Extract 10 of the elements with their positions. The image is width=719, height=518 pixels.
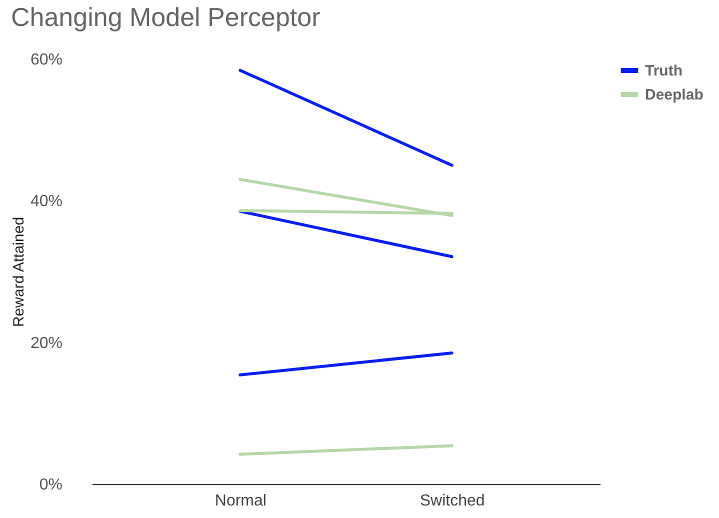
legend-label: Truth bbox=[645, 62, 682, 80]
x-tick-label: Normal bbox=[214, 492, 266, 510]
chart-title: Changing Model Perceptor bbox=[10, 2, 321, 32]
y-tick-label: 40% bbox=[30, 193, 62, 210]
legend-label: Deeplab bbox=[645, 86, 704, 104]
x-tick-label: Switched bbox=[420, 492, 485, 510]
y-axis-title: Reward Attained bbox=[10, 216, 28, 328]
y-tick-label: 0% bbox=[39, 476, 62, 494]
y-tick-label: 20% bbox=[30, 334, 62, 352]
y-tick-label: 60% bbox=[30, 52, 62, 68]
